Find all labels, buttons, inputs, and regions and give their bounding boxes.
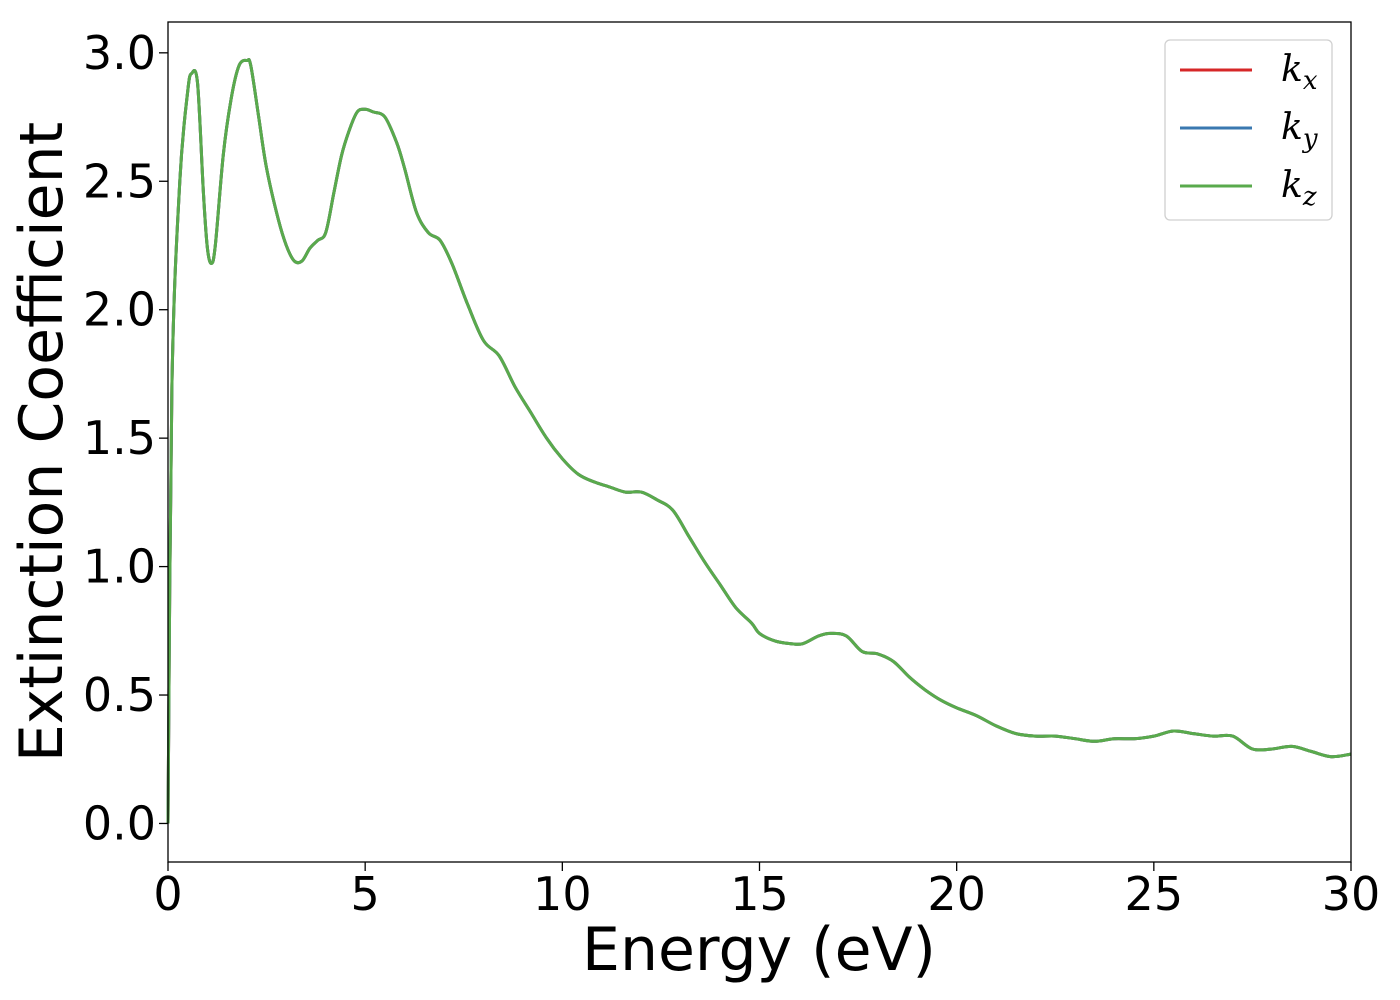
x-tick-label: 20 — [927, 867, 986, 921]
y-tick-label: 1.0 — [83, 540, 156, 594]
x-tick-label: 30 — [1322, 867, 1381, 921]
series-layer — [166, 58, 1352, 824]
legend-label-kz: kz — [1281, 165, 1317, 212]
legend-label-kx: kx — [1281, 49, 1318, 96]
x-tick-label: 0 — [153, 867, 182, 921]
y-tick-label: 0.5 — [83, 668, 156, 722]
y-tick-label: 1.5 — [83, 411, 156, 465]
legend-box — [1164, 39, 1333, 221]
x-axis-label: Energy (eV) — [582, 915, 936, 985]
x-axis-ticks: 0 5 10 15 20 25 30 — [153, 862, 1380, 921]
y-axis-ticks: 0.0 0.5 1.0 1.5 2.0 2.5 3.0 — [83, 26, 168, 850]
x-tick-label: 5 — [351, 867, 380, 921]
y-tick-label: 2.5 — [83, 154, 156, 208]
y-tick-label: 2.0 — [83, 283, 156, 337]
y-tick-label: 0.0 — [83, 796, 156, 850]
y-axis-label: Extinction Coefficient — [7, 122, 77, 762]
x-tick-label: 10 — [533, 867, 592, 921]
legend: kx ky kz — [1164, 39, 1333, 221]
x-tick-label: 25 — [1125, 867, 1184, 921]
legend-label-ky: ky — [1281, 107, 1318, 154]
x-tick-label: 15 — [730, 867, 789, 921]
y-tick-label: 3.0 — [83, 26, 156, 80]
series-line-kz — [166, 58, 1352, 824]
